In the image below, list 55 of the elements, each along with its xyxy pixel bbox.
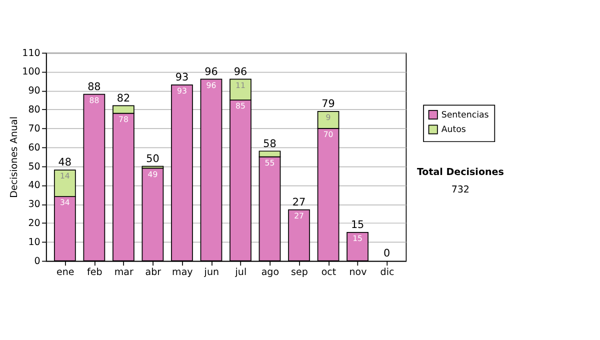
- y-tick-label: 110: [22, 48, 40, 59]
- y-axis-title: Decisiones Anual: [8, 116, 20, 198]
- total-label: 48: [58, 156, 72, 169]
- data-label: 27: [294, 211, 304, 220]
- total-label: 88: [88, 81, 101, 94]
- total-label: 96: [204, 66, 218, 78]
- data-label: 9: [326, 113, 331, 122]
- x-tick-label: may: [172, 267, 194, 278]
- data-label: 34: [60, 198, 70, 208]
- x-tick-label: feb: [86, 267, 102, 278]
- total-label: 27: [292, 196, 306, 208]
- legend-label: Autos: [441, 125, 466, 136]
- text: Total Decisiones: [416, 167, 504, 178]
- total-label: 15: [350, 219, 364, 232]
- y-tick-label: 10: [28, 236, 40, 248]
- data-label: 70: [323, 130, 334, 140]
- legend-label: Sentencias: [441, 110, 490, 120]
- x-tick-label: abr: [145, 267, 162, 278]
- total-label: 96: [234, 66, 248, 78]
- x-tick-label: mar: [114, 267, 134, 278]
- y-tick-label: 50: [28, 161, 40, 172]
- data-label: 93: [177, 86, 187, 96]
- data-label: 55: [264, 158, 275, 168]
- x-tick-label: nov: [349, 267, 368, 278]
- y-tick-label: 100: [22, 66, 40, 78]
- y-tick-label: 20: [28, 218, 40, 230]
- total-label: 58: [263, 138, 276, 150]
- text: 732: [451, 184, 470, 196]
- y-tick-label: 80: [28, 104, 40, 116]
- y-tick-label: 90: [28, 86, 40, 97]
- data-label: 11: [236, 80, 246, 90]
- total-label: 93: [175, 72, 189, 84]
- x-tick-label: jul: [234, 267, 247, 278]
- y-tick-label: 60: [28, 142, 40, 154]
- x-tick-label: ene: [56, 267, 74, 278]
- data-label: 85: [236, 102, 246, 111]
- x-tick-label: dic: [380, 267, 394, 278]
- data-label: 49: [148, 170, 158, 179]
- total-label: 79: [322, 98, 335, 110]
- y-tick-label: 40: [28, 180, 40, 192]
- x-tick-label: sep: [291, 267, 308, 278]
- x-tick-label: ago: [261, 267, 280, 278]
- y-tick-label: 0: [34, 256, 40, 267]
- total-label: 0: [384, 248, 390, 260]
- data-label: 15: [352, 234, 363, 244]
- data-label: 78: [118, 114, 128, 124]
- data-label: 88: [89, 96, 100, 106]
- data-label: 96: [206, 80, 216, 90]
- y-tick-label: 70: [28, 123, 40, 134]
- x-tick-label: oct: [321, 267, 336, 278]
- y-tick-label: 30: [28, 199, 40, 210]
- total-label: 82: [116, 92, 130, 104]
- total-label: 50: [146, 152, 160, 165]
- data-label: 14: [60, 172, 70, 181]
- x-tick-label: jun: [203, 267, 220, 278]
